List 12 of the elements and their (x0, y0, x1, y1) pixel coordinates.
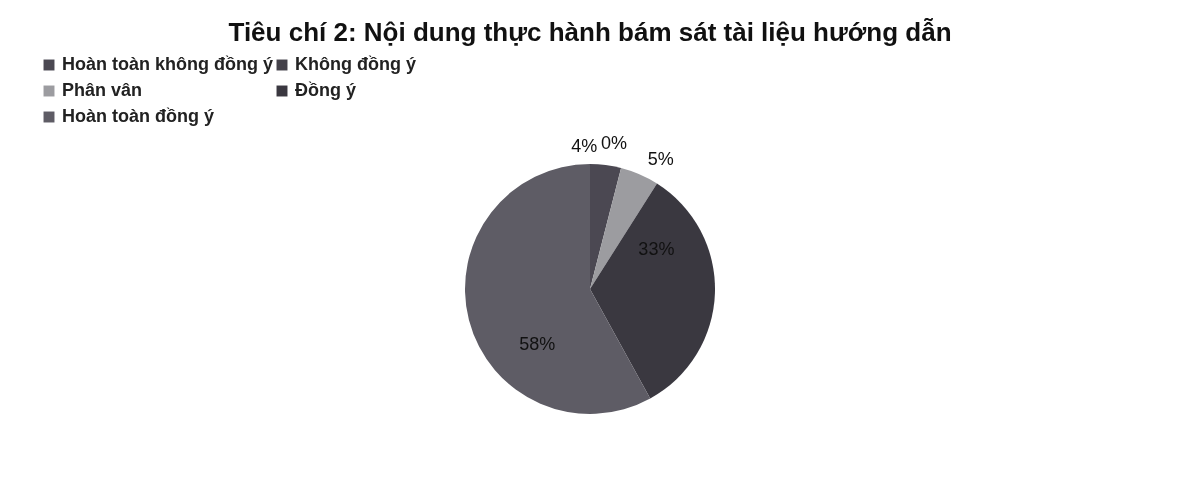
legend-label: Hoàn toàn đồng ý (62, 106, 214, 126)
legend-label: Hoàn toàn không đồng ý (62, 54, 273, 74)
legend-label: Không đồng ý (295, 54, 416, 74)
pie-slice (590, 183, 715, 399)
pie-slice (590, 164, 622, 289)
data-label: 58% (519, 334, 556, 355)
legend-label: Đồng ý (295, 80, 356, 100)
data-label: 5% (647, 148, 674, 169)
legend-label: Phân vân (62, 80, 143, 100)
chart-title: Tiêu chí 2: Nội dung thực hành bám sát tài liệu hướng dẫn (228, 17, 952, 47)
text: 0% (600, 133, 628, 153)
data-label: 4% (571, 136, 598, 157)
